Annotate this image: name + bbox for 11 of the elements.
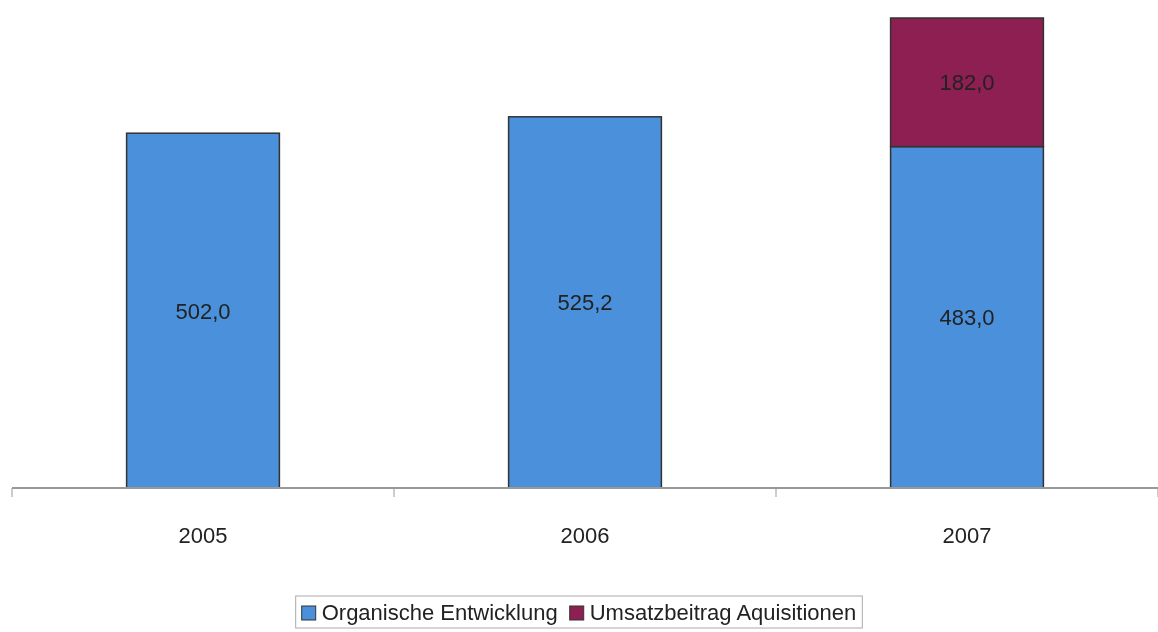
x-tick-label: 2006 xyxy=(560,523,610,548)
x-tick-label: 2007 xyxy=(942,523,992,548)
data-label: 502,0 xyxy=(175,298,231,324)
data-label: 483,0 xyxy=(939,305,995,331)
bar xyxy=(125,132,281,489)
bar xyxy=(507,116,663,489)
data-label: 182,0 xyxy=(939,70,995,96)
x-tick-label: 2005 xyxy=(178,523,228,548)
legend-label: Organische Entwicklung xyxy=(321,600,558,625)
legend-label: Umsatzbeitrag Aquisitionen xyxy=(589,600,857,625)
data-label: 525,2 xyxy=(557,290,613,316)
